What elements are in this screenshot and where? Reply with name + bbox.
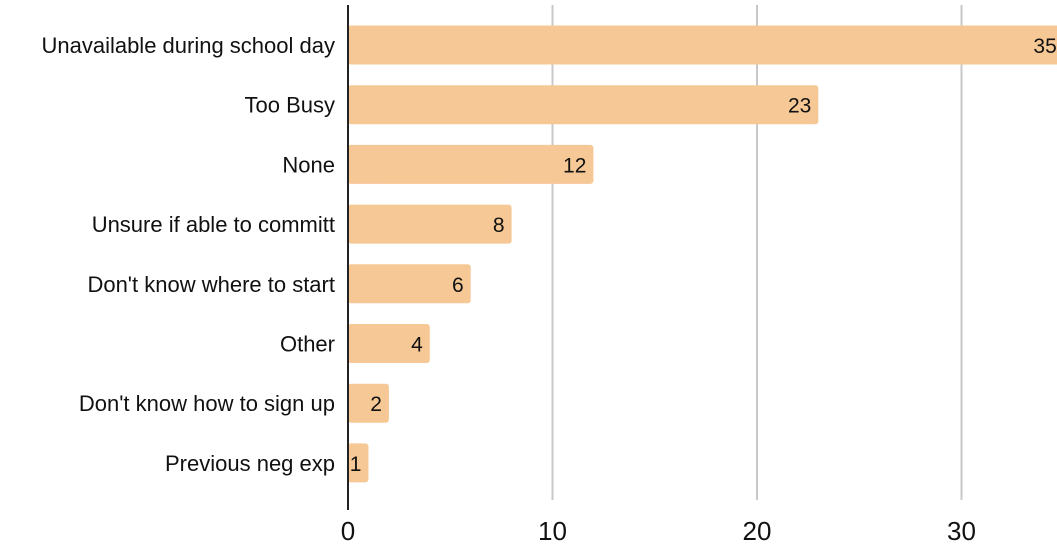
x-tick-label: 20 <box>743 516 772 546</box>
data-label: 12 <box>563 154 586 177</box>
bar <box>348 383 389 423</box>
bar <box>348 264 471 304</box>
data-label: 8 <box>493 214 505 237</box>
bars <box>348 25 1057 483</box>
category-label: Too Busy <box>245 93 336 118</box>
category-label: Unavailable during school day <box>41 33 335 58</box>
x-tick-label: 0 <box>341 516 355 546</box>
x-tick-labels: 0 10 20 30 <box>341 516 976 546</box>
data-label: 23 <box>788 95 811 118</box>
bar <box>348 443 369 483</box>
category-label: Unsure if able to committ <box>92 212 335 237</box>
bar <box>348 144 594 184</box>
bar <box>348 204 512 244</box>
bar <box>348 324 430 363</box>
category-label: Other <box>280 332 335 357</box>
x-tick-label: 10 <box>538 516 567 546</box>
category-label: None <box>282 152 335 177</box>
bar <box>348 25 1057 65</box>
data-label: 2 <box>370 393 382 416</box>
data-label: 4 <box>411 334 423 357</box>
data-label: 6 <box>452 274 464 297</box>
category-label: Previous neg exp <box>165 451 335 476</box>
bar <box>348 85 819 125</box>
data-labels: 35 23 12 8 6 4 2 1 <box>350 35 1057 476</box>
data-label: 35 <box>1033 35 1056 58</box>
category-label: Don't know how to sign up <box>79 391 335 416</box>
category-labels: Unavailable during school day Too Busy Non… <box>41 33 335 476</box>
category-label: Don't know where to start <box>87 272 335 297</box>
gridlines <box>551 5 963 500</box>
x-tick-label: 30 <box>947 516 976 546</box>
data-label: 1 <box>350 453 362 476</box>
